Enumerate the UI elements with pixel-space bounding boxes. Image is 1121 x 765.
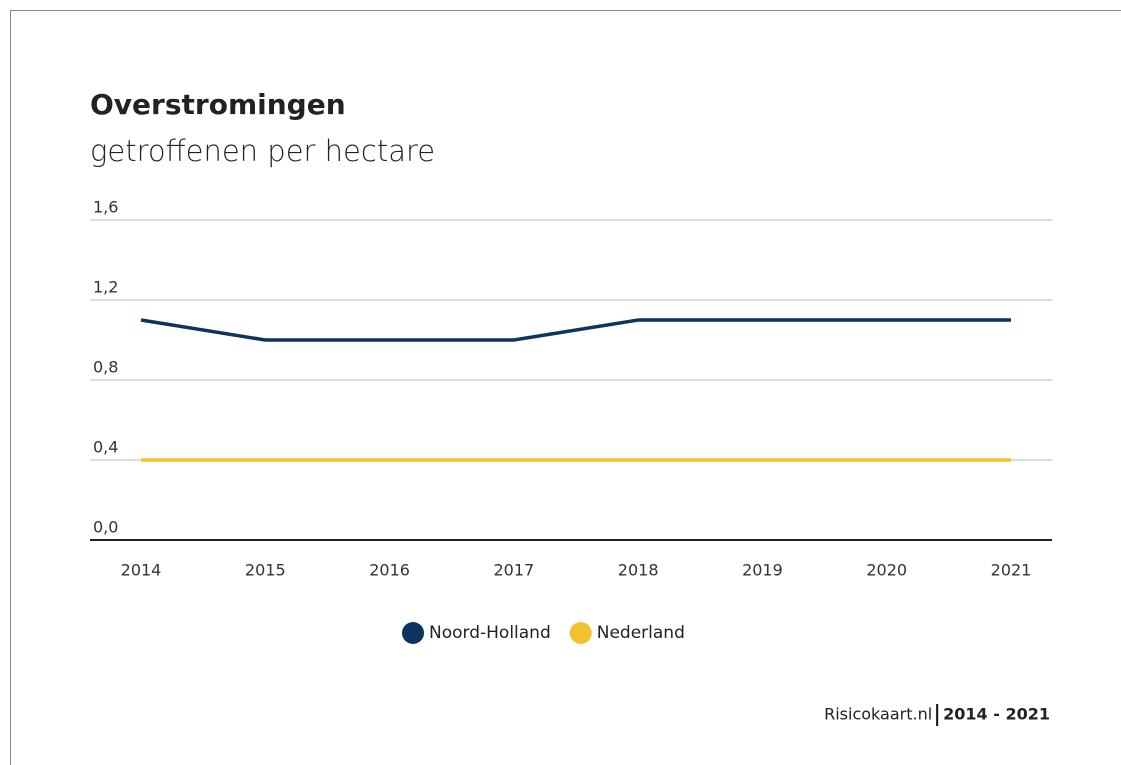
x-tick-label: 2019 (742, 561, 783, 580)
chart-subtitle: getroffenen per hectare (90, 134, 435, 168)
y-tick-label: 0,8 (93, 358, 118, 377)
x-tick-label: 2021 (991, 561, 1032, 580)
legend-label: Nederland (597, 623, 685, 643)
y-tick-label: 1,6 (93, 198, 118, 217)
frame (10, 10, 1121, 765)
chart-title: Overstromingen (90, 88, 346, 121)
y-tick-label: 0,4 (93, 438, 118, 457)
y-tick-label: 1,2 (93, 278, 118, 297)
x-tick-label: 2014 (121, 561, 162, 580)
footer-period: 2014 - 2021 (943, 705, 1050, 724)
legend-swatch (569, 622, 592, 644)
footer-source: Risicokaart.nl (824, 705, 932, 724)
x-tick-label: 2016 (369, 561, 410, 580)
y-tick-label: 0,0 (93, 518, 118, 537)
line-series (140, 318, 1011, 342)
x-tick-label: 2017 (493, 561, 534, 580)
legend-swatch (402, 622, 424, 644)
x-tick-label: 2015 (245, 561, 286, 580)
x-tick-label: 2020 (866, 561, 907, 580)
legend-label: Noord-Holland (429, 623, 551, 643)
x-tick-label: 2018 (618, 561, 659, 580)
